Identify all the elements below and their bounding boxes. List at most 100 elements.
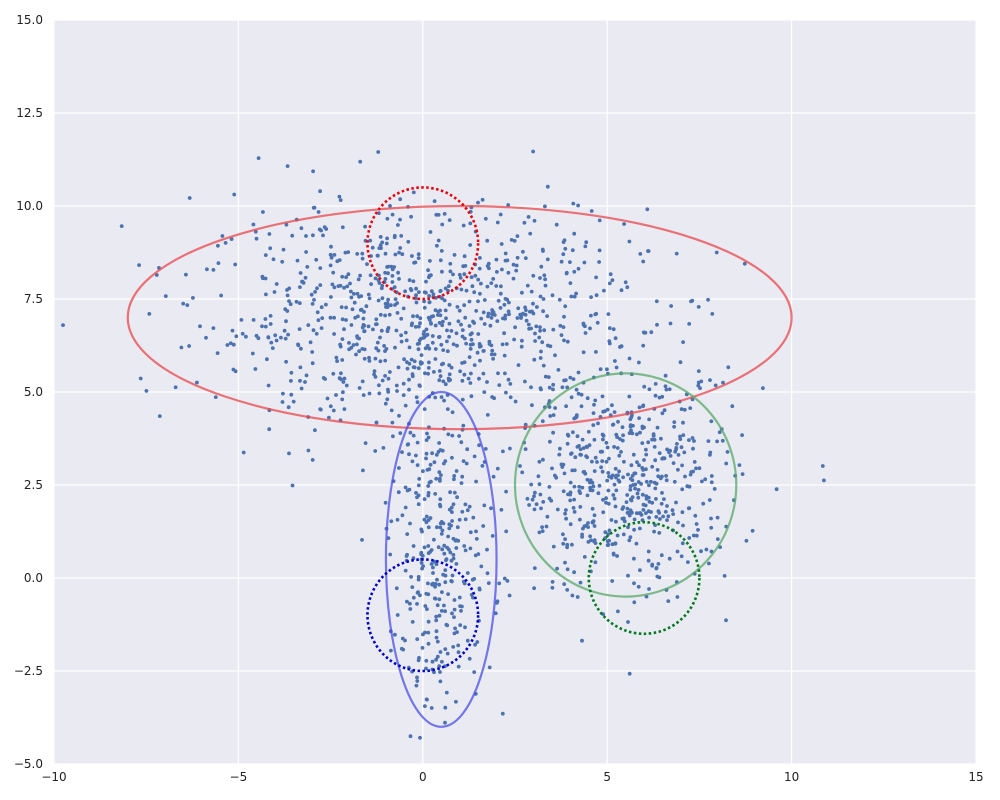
data-point <box>409 214 413 219</box>
data-point <box>463 548 468 553</box>
data-point <box>477 266 482 271</box>
data-point <box>452 607 457 612</box>
data-point <box>287 299 291 303</box>
data-point <box>423 346 428 351</box>
data-point <box>434 618 439 623</box>
data-point <box>495 220 500 225</box>
data-point <box>588 478 593 483</box>
data-point <box>539 506 543 511</box>
data-point <box>515 255 520 260</box>
data-point <box>584 454 588 458</box>
data-point <box>724 461 729 466</box>
data-point <box>489 281 494 285</box>
data-point <box>568 281 573 285</box>
data-point <box>491 474 496 479</box>
data-point <box>462 581 467 586</box>
data-point <box>550 580 555 584</box>
data-point <box>545 514 550 519</box>
data-point <box>500 267 504 272</box>
data-point <box>415 463 420 467</box>
data-point <box>420 529 424 534</box>
data-point <box>449 579 454 583</box>
data-point <box>426 366 431 370</box>
data-point <box>472 290 477 295</box>
data-point <box>549 498 554 503</box>
data-point <box>665 504 669 508</box>
data-point <box>430 659 435 664</box>
data-point <box>447 378 451 383</box>
data-point <box>709 516 713 521</box>
data-point <box>443 568 448 572</box>
data-point <box>405 366 410 371</box>
data-point <box>395 389 399 393</box>
data-point <box>543 277 547 282</box>
data-point <box>436 238 441 243</box>
data-point <box>306 448 311 453</box>
data-point <box>361 316 366 321</box>
data-point <box>355 334 359 338</box>
data-point <box>433 357 438 361</box>
data-point <box>368 238 373 243</box>
data-point <box>600 449 604 454</box>
data-point <box>712 487 717 491</box>
data-point <box>646 558 651 563</box>
data-point <box>394 328 399 333</box>
data-point <box>424 658 429 663</box>
data-point <box>377 383 381 388</box>
data-point <box>416 658 421 663</box>
data-point <box>532 218 537 223</box>
data-point <box>433 308 438 313</box>
data-point <box>463 264 468 268</box>
data-point <box>601 497 605 502</box>
data-point <box>394 383 399 388</box>
data-point <box>613 466 618 471</box>
data-point <box>640 492 645 497</box>
data-point <box>668 321 673 326</box>
data-point <box>605 445 610 450</box>
data-point <box>477 443 481 448</box>
data-point <box>495 466 500 471</box>
data-point <box>454 546 459 550</box>
data-point <box>499 284 503 289</box>
data-point <box>590 488 595 493</box>
data-point <box>428 516 433 520</box>
data-point <box>363 224 367 229</box>
data-point <box>679 445 684 450</box>
data-point <box>423 604 428 608</box>
data-point <box>355 252 360 256</box>
data-point <box>615 435 619 439</box>
confidence-ellipse <box>384 390 498 728</box>
data-point <box>416 366 421 371</box>
data-point <box>405 599 409 604</box>
data-point <box>423 704 427 708</box>
data-point <box>414 491 418 495</box>
data-point <box>432 460 437 465</box>
data-point <box>328 404 333 409</box>
data-point <box>680 510 685 515</box>
data-point <box>641 404 645 409</box>
data-point <box>260 274 265 279</box>
data-point <box>308 340 313 345</box>
data-point <box>393 632 397 637</box>
data-point <box>696 369 701 373</box>
data-point <box>443 609 447 614</box>
data-point <box>606 488 611 493</box>
data-point <box>147 312 152 316</box>
data-point <box>358 308 363 312</box>
data-point <box>434 453 439 457</box>
data-point <box>481 371 486 376</box>
data-point <box>388 204 392 208</box>
data-point <box>442 603 446 608</box>
data-point <box>593 560 598 565</box>
data-point <box>640 441 645 445</box>
data-point <box>592 402 596 407</box>
data-point <box>701 501 706 506</box>
data-point <box>665 447 669 452</box>
data-point <box>581 470 586 474</box>
data-point <box>628 497 633 502</box>
data-point <box>412 365 417 370</box>
data-point <box>671 461 676 465</box>
data-point <box>476 332 481 336</box>
data-point <box>415 400 420 405</box>
data-point <box>385 301 390 305</box>
